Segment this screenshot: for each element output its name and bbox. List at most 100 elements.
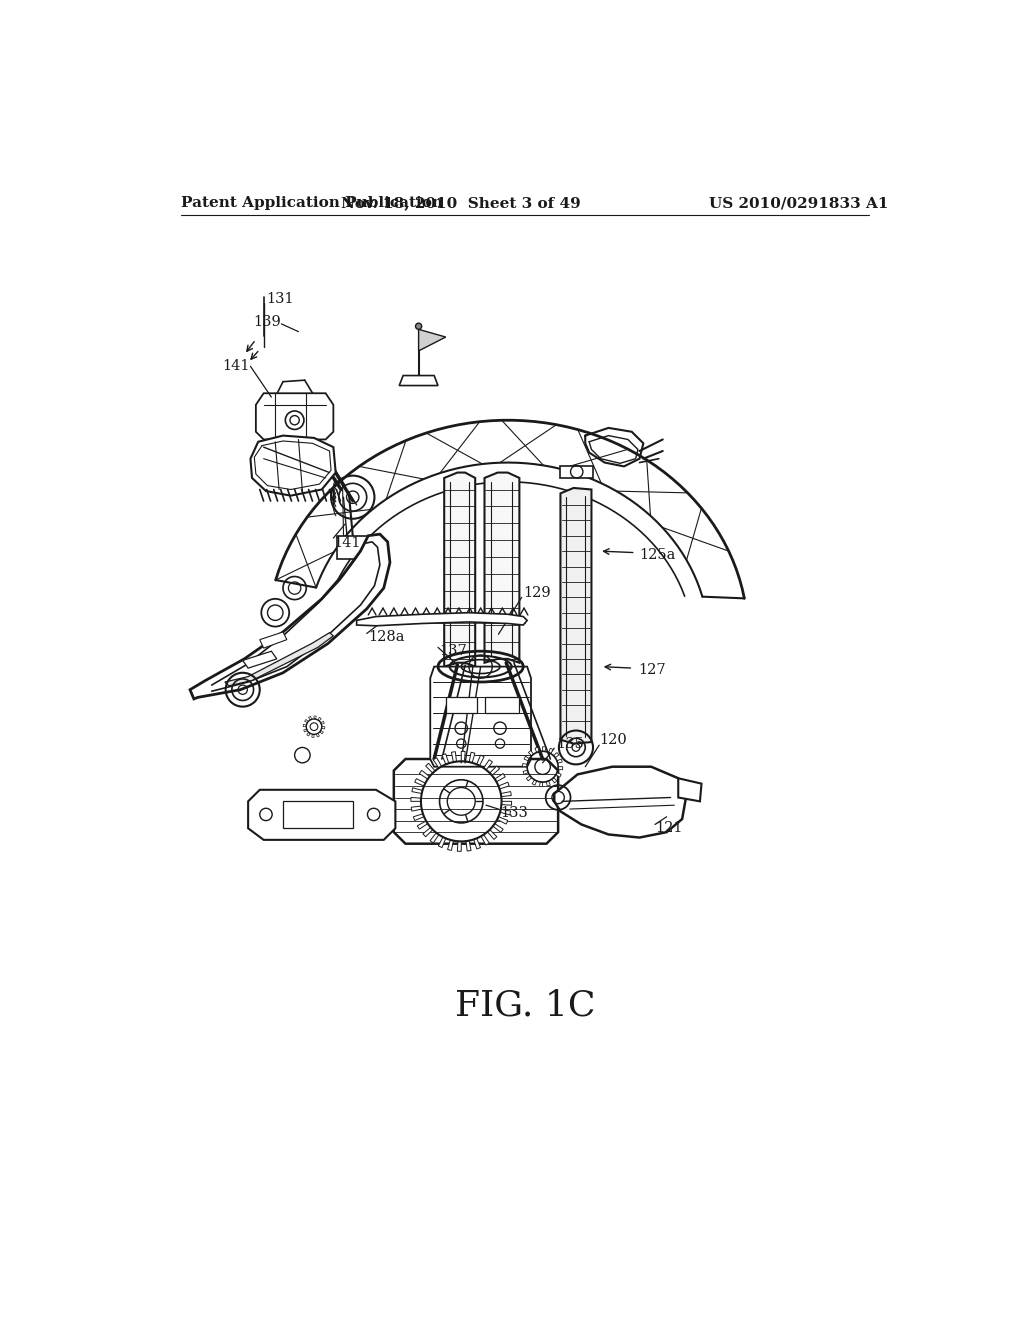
Polygon shape bbox=[498, 817, 508, 824]
Polygon shape bbox=[303, 725, 306, 726]
Polygon shape bbox=[502, 801, 512, 805]
Polygon shape bbox=[484, 697, 519, 713]
Polygon shape bbox=[483, 760, 493, 770]
Text: US 2010/0291833 A1: US 2010/0291833 A1 bbox=[710, 197, 889, 210]
Polygon shape bbox=[260, 632, 287, 648]
Polygon shape bbox=[500, 809, 511, 814]
Polygon shape bbox=[495, 774, 505, 781]
Text: 139: 139 bbox=[254, 314, 282, 329]
Polygon shape bbox=[426, 763, 435, 774]
Polygon shape bbox=[474, 838, 480, 849]
Text: 129: 129 bbox=[523, 586, 551, 601]
Polygon shape bbox=[535, 747, 539, 752]
Polygon shape bbox=[394, 759, 558, 843]
Polygon shape bbox=[493, 824, 503, 833]
Polygon shape bbox=[552, 777, 557, 783]
Polygon shape bbox=[522, 763, 527, 767]
Polygon shape bbox=[554, 752, 559, 758]
Polygon shape bbox=[560, 488, 592, 743]
Polygon shape bbox=[554, 767, 686, 837]
Polygon shape bbox=[419, 330, 445, 351]
Polygon shape bbox=[248, 789, 395, 840]
Polygon shape bbox=[316, 734, 319, 737]
Polygon shape bbox=[311, 734, 314, 738]
Polygon shape bbox=[399, 376, 438, 385]
Polygon shape bbox=[458, 841, 461, 851]
Polygon shape bbox=[304, 729, 307, 733]
Text: 120: 120 bbox=[599, 733, 627, 747]
Polygon shape bbox=[489, 766, 500, 775]
Polygon shape bbox=[558, 767, 563, 770]
Text: 127: 127 bbox=[638, 664, 666, 677]
Polygon shape bbox=[484, 473, 519, 663]
Text: 133: 133 bbox=[500, 807, 528, 820]
Polygon shape bbox=[678, 779, 701, 801]
Text: Nov. 18, 2010  Sheet 3 of 49: Nov. 18, 2010 Sheet 3 of 49 bbox=[341, 197, 582, 210]
Polygon shape bbox=[556, 772, 561, 777]
Polygon shape bbox=[418, 821, 428, 829]
Polygon shape bbox=[308, 717, 311, 719]
Text: 121: 121 bbox=[655, 821, 683, 836]
Polygon shape bbox=[438, 837, 445, 847]
Polygon shape bbox=[251, 436, 336, 496]
Polygon shape bbox=[304, 719, 308, 723]
Polygon shape bbox=[540, 781, 543, 787]
Polygon shape bbox=[225, 632, 334, 686]
Polygon shape bbox=[560, 466, 593, 478]
Polygon shape bbox=[412, 807, 422, 810]
Polygon shape bbox=[337, 536, 372, 558]
Polygon shape bbox=[477, 755, 484, 766]
Polygon shape bbox=[543, 747, 546, 751]
Polygon shape bbox=[412, 788, 423, 793]
Polygon shape bbox=[444, 473, 475, 667]
Polygon shape bbox=[430, 667, 531, 767]
Polygon shape bbox=[420, 771, 430, 779]
Polygon shape bbox=[452, 751, 457, 762]
Polygon shape bbox=[447, 840, 454, 850]
Polygon shape bbox=[411, 797, 421, 801]
Polygon shape bbox=[523, 771, 528, 775]
Polygon shape bbox=[461, 751, 465, 762]
Polygon shape bbox=[322, 726, 325, 729]
Text: 125a: 125a bbox=[640, 548, 676, 562]
Text: 131: 131 bbox=[266, 292, 294, 305]
Text: 141: 141 bbox=[334, 536, 360, 550]
Polygon shape bbox=[469, 752, 475, 763]
Polygon shape bbox=[524, 756, 529, 760]
Polygon shape bbox=[487, 830, 497, 840]
Polygon shape bbox=[314, 715, 316, 719]
Polygon shape bbox=[499, 783, 509, 789]
Polygon shape bbox=[528, 751, 534, 756]
Polygon shape bbox=[466, 841, 471, 851]
Polygon shape bbox=[423, 828, 433, 837]
Polygon shape bbox=[415, 779, 425, 785]
Text: 137: 137 bbox=[439, 644, 467, 659]
Polygon shape bbox=[319, 730, 324, 734]
Polygon shape bbox=[526, 776, 531, 781]
Text: 128a: 128a bbox=[369, 631, 404, 644]
Polygon shape bbox=[190, 535, 390, 700]
Polygon shape bbox=[546, 781, 550, 787]
Polygon shape bbox=[307, 733, 310, 737]
Polygon shape bbox=[356, 612, 527, 626]
Polygon shape bbox=[283, 801, 352, 829]
Polygon shape bbox=[321, 721, 325, 725]
Polygon shape bbox=[501, 792, 511, 797]
Text: 141: 141 bbox=[222, 359, 250, 374]
Polygon shape bbox=[481, 834, 489, 845]
Text: FIG. 1C: FIG. 1C bbox=[455, 989, 595, 1023]
Polygon shape bbox=[433, 758, 441, 768]
Polygon shape bbox=[317, 717, 322, 721]
Polygon shape bbox=[442, 754, 449, 764]
Polygon shape bbox=[532, 780, 537, 785]
Text: 135: 135 bbox=[556, 737, 584, 751]
Polygon shape bbox=[445, 697, 477, 713]
Polygon shape bbox=[430, 833, 439, 843]
Polygon shape bbox=[557, 759, 562, 763]
Polygon shape bbox=[414, 813, 424, 821]
Polygon shape bbox=[243, 651, 276, 668]
Circle shape bbox=[416, 323, 422, 330]
Polygon shape bbox=[549, 748, 553, 754]
Text: Patent Application Publication: Patent Application Publication bbox=[180, 197, 442, 210]
Polygon shape bbox=[256, 393, 334, 440]
